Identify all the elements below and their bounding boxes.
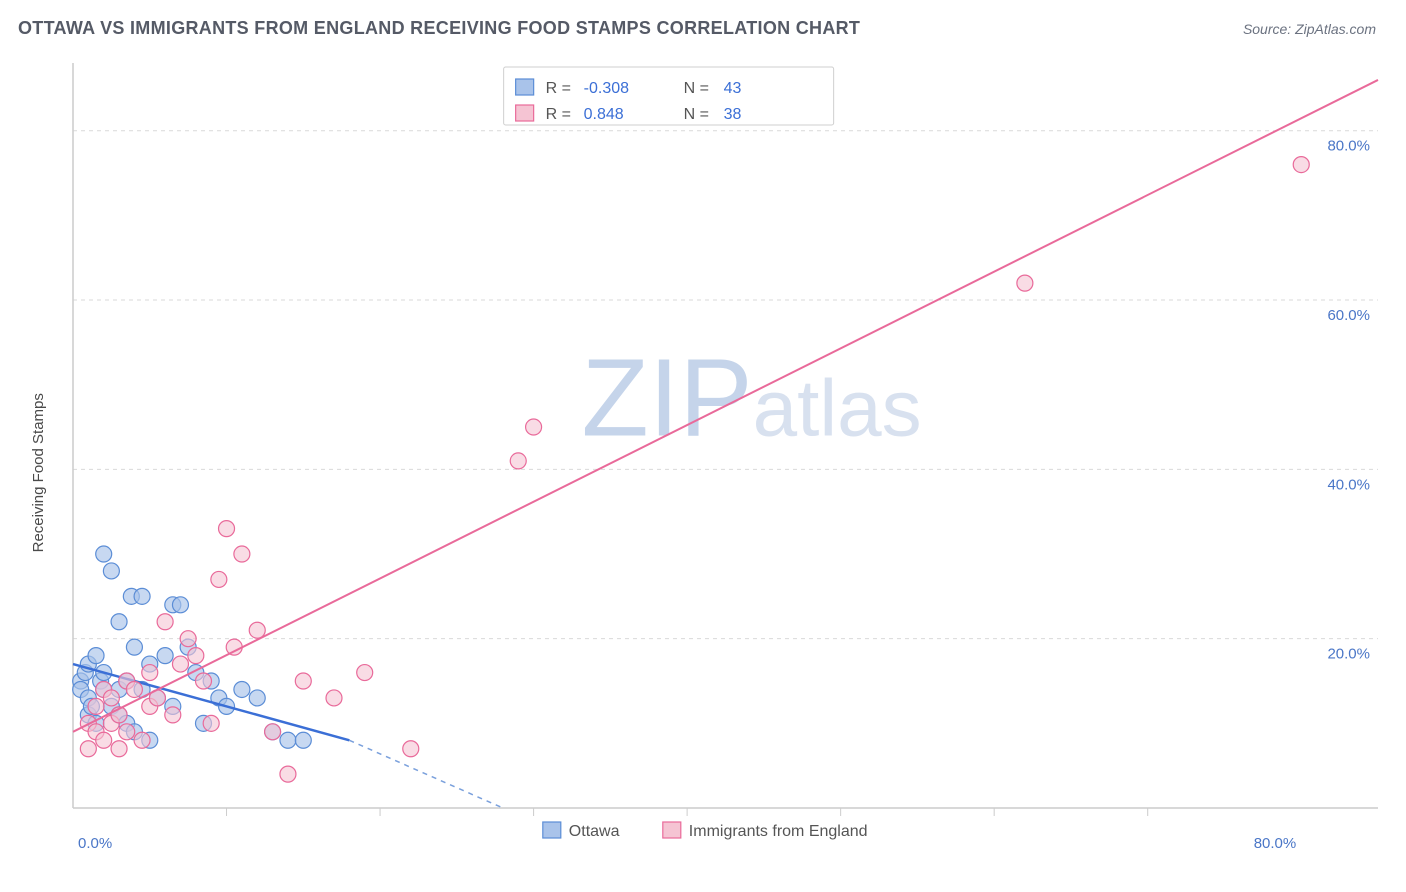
- data-point: [126, 639, 142, 655]
- data-point: [157, 648, 173, 664]
- data-point: [211, 571, 227, 587]
- stats-n-label: N =: [684, 80, 709, 97]
- data-point: [326, 690, 342, 706]
- data-point: [119, 724, 135, 740]
- data-point: [165, 707, 181, 723]
- data-point: [280, 766, 296, 782]
- data-point: [526, 419, 542, 435]
- y-axis-label: Receiving Food Stamps: [30, 393, 47, 552]
- x-tick-label: 0.0%: [78, 835, 112, 852]
- stats-n-label: N =: [684, 106, 709, 123]
- stats-r-label: R =: [546, 106, 571, 123]
- legend-swatch: [516, 79, 534, 95]
- chart-container: 20.0% 40.0% 60.0% 80.0% ZIPatlas 0.0% 80.0% Rec…: [18, 55, 1388, 875]
- data-point: [172, 656, 188, 672]
- data-point: [172, 597, 188, 613]
- data-point: [103, 690, 119, 706]
- data-point: [188, 648, 204, 664]
- data-point: [80, 741, 96, 757]
- stats-n-value: 38: [724, 106, 742, 123]
- y-tick-label: 20.0%: [1327, 646, 1370, 663]
- correlation-scatter-chart: 20.0% 40.0% 60.0% 80.0% ZIPatlas 0.0% 80.0% Rec…: [18, 55, 1388, 875]
- stats-r-value: -0.308: [584, 80, 629, 97]
- data-point: [295, 732, 311, 748]
- data-point: [1293, 157, 1309, 173]
- data-point: [96, 732, 112, 748]
- bottom-legend-swatch: [543, 822, 561, 838]
- legend-swatch: [516, 105, 534, 121]
- chart-title: OTTAWA VS IMMIGRANTS FROM ENGLAND RECEIV…: [18, 18, 860, 39]
- data-point: [96, 546, 112, 562]
- header: OTTAWA VS IMMIGRANTS FROM ENGLAND RECEIV…: [0, 0, 1406, 49]
- trend-line: [73, 80, 1378, 732]
- bottom-legend-label: Ottawa: [569, 823, 620, 840]
- data-point: [134, 732, 150, 748]
- data-point: [226, 639, 242, 655]
- data-point: [249, 690, 265, 706]
- data-point: [88, 698, 104, 714]
- data-point: [111, 614, 127, 630]
- stats-n-value: 43: [724, 80, 742, 97]
- x-tick-label: 80.0%: [1254, 835, 1297, 852]
- data-point: [196, 673, 212, 689]
- data-point: [103, 563, 119, 579]
- bottom-legend-swatch: [663, 822, 681, 838]
- data-point: [249, 622, 265, 638]
- stats-r-label: R =: [546, 80, 571, 97]
- data-point: [219, 521, 235, 537]
- y-tick-label: 60.0%: [1327, 307, 1370, 324]
- data-point: [142, 665, 158, 681]
- data-point: [403, 741, 419, 757]
- data-point: [265, 724, 281, 740]
- data-point: [88, 648, 104, 664]
- data-point: [357, 665, 373, 681]
- data-point: [510, 453, 526, 469]
- data-point: [157, 614, 173, 630]
- bottom-legend-label: Immigrants from England: [689, 823, 868, 840]
- data-point: [203, 715, 219, 731]
- watermark: ZIPatlas: [582, 337, 922, 460]
- data-point: [234, 681, 250, 697]
- data-point: [180, 631, 196, 647]
- y-tick-label: 80.0%: [1327, 138, 1370, 155]
- data-point: [280, 732, 296, 748]
- trend-line-dash: [349, 740, 503, 808]
- source-text: Source: ZipAtlas.com: [1243, 21, 1376, 37]
- data-point: [295, 673, 311, 689]
- data-point: [111, 741, 127, 757]
- data-point: [1017, 275, 1033, 291]
- data-point: [126, 681, 142, 697]
- data-point: [234, 546, 250, 562]
- stats-r-value: 0.848: [584, 106, 624, 123]
- data-point: [134, 588, 150, 604]
- y-tick-label: 40.0%: [1327, 476, 1370, 493]
